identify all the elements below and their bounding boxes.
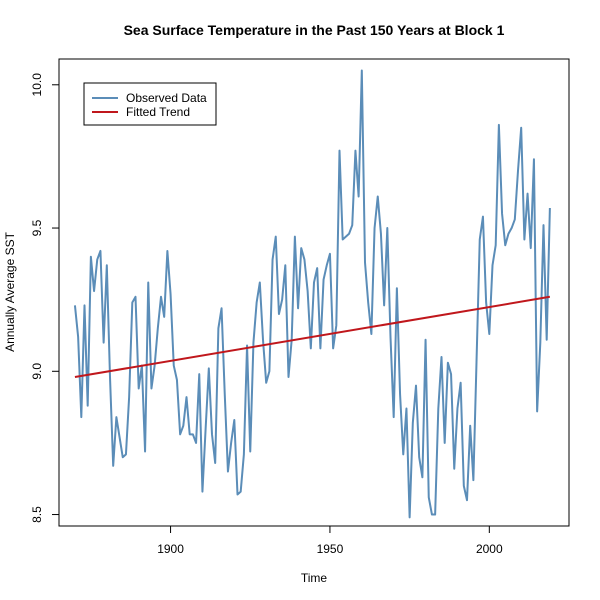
legend-box (83, 82, 217, 126)
legend-label-trend: Fitted Trend (126, 105, 190, 119)
legend: Observed Data Fitted Trend (83, 82, 217, 126)
y-axis-label: Annually Average SST (3, 231, 17, 352)
x-tick-label: 2000 (476, 542, 503, 556)
x-tick-label: 1950 (317, 542, 344, 556)
y-axis: 8.5 9.0 9.5 10.0 (30, 73, 60, 523)
series-layer (73, 69, 551, 519)
series-line-fitted-trend (74, 295, 551, 379)
y-tick-label: 9.5 (30, 219, 44, 236)
legend-label-observed: Observed Data (126, 91, 207, 105)
y-tick-label: 10.0 (30, 73, 44, 97)
series-line-observed-data (73, 69, 551, 519)
x-axis: 1900 1950 2000 (157, 525, 503, 556)
y-tick-label: 9.0 (30, 363, 44, 380)
chart-title: Sea Surface Temperature in the Past 150 … (124, 22, 505, 38)
y-tick-label: 8.5 (30, 506, 44, 523)
x-axis-label: Time (301, 571, 328, 585)
x-tick-label: 1900 (157, 542, 184, 556)
